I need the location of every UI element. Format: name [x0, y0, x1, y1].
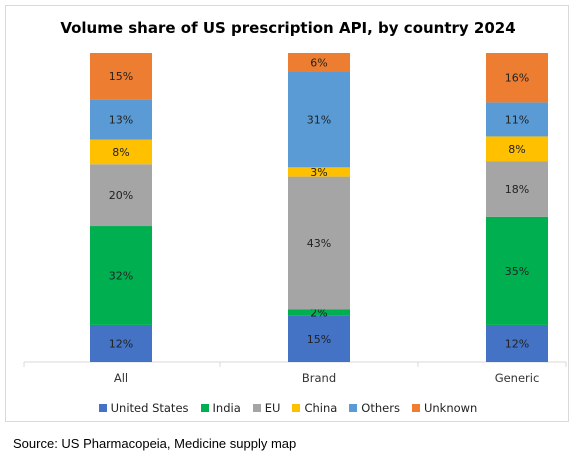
legend-label: Unknown — [423, 401, 478, 415]
source-note: Source: US Pharmacopeia, Medicine supply… — [13, 436, 297, 451]
legend-item: India — [200, 401, 241, 415]
bar-segment — [90, 226, 152, 325]
data-label: 8% — [508, 143, 525, 156]
bar-segment — [90, 99, 152, 140]
data-label: 35% — [505, 265, 529, 278]
legend-swatch — [200, 404, 209, 412]
data-label: 32% — [109, 269, 133, 282]
data-label: 15% — [307, 333, 331, 346]
chart-title: Volume share of US prescription API, by … — [60, 19, 516, 37]
data-label: 12% — [109, 337, 133, 350]
data-label: 20% — [109, 189, 133, 202]
legend-label: China — [304, 401, 338, 415]
bar-segment — [288, 315, 350, 362]
bar-segment — [90, 139, 152, 165]
data-label: 11% — [505, 113, 529, 126]
bar-segment — [288, 176, 350, 310]
data-label: 13% — [109, 113, 133, 126]
x-tick-label: All — [114, 371, 128, 385]
data-label: 43% — [307, 237, 331, 250]
bar-segment — [486, 324, 548, 362]
bar-segment — [288, 309, 350, 316]
data-label: 8% — [112, 146, 129, 159]
bar-segment — [90, 53, 152, 100]
data-label: 15% — [109, 70, 133, 83]
x-tick-label: Generic — [495, 371, 540, 385]
legend-item: Others — [349, 401, 400, 415]
legend-swatch — [252, 404, 261, 412]
chart-frame: Volume share of US prescription API, by … — [5, 5, 569, 422]
legend-label: India — [212, 401, 241, 415]
legend-label: United States — [110, 401, 189, 415]
data-label: 12% — [505, 337, 529, 350]
data-label: 16% — [505, 72, 529, 85]
data-label: 31% — [307, 113, 331, 126]
legend: United States India EU China Others Unknown — [6, 401, 570, 415]
data-label: 18% — [505, 183, 529, 196]
bar-segment — [288, 53, 350, 72]
legend-swatch — [411, 404, 420, 412]
legend-item: United States — [98, 401, 189, 415]
bar-segment — [288, 167, 350, 177]
legend-item: EU — [252, 401, 281, 415]
bar-segment — [486, 136, 548, 162]
stacked-bar-chart: 12% 32% 20% 8% 13% 15% All 15% 2% 43% 3% 31% 6% Brand… — [23, 53, 567, 385]
bar-segment — [486, 53, 548, 103]
bar-segment — [486, 161, 548, 217]
legend-swatch — [98, 404, 107, 412]
legend-item: Unknown — [411, 401, 478, 415]
bar-segment — [90, 324, 152, 362]
bar-segment — [486, 216, 548, 325]
legend-label: EU — [264, 401, 281, 415]
legend-label: Others — [361, 401, 400, 415]
legend-swatch — [349, 404, 358, 412]
data-label: 2% — [310, 307, 327, 320]
data-label: 3% — [310, 166, 327, 179]
data-label: 6% — [310, 56, 327, 69]
x-tick-label: Brand — [302, 371, 336, 385]
bar-segment — [486, 102, 548, 137]
bar-segment — [90, 164, 152, 227]
bar-segment — [288, 71, 350, 168]
legend-swatch — [292, 404, 301, 412]
legend-item: China — [292, 401, 337, 415]
